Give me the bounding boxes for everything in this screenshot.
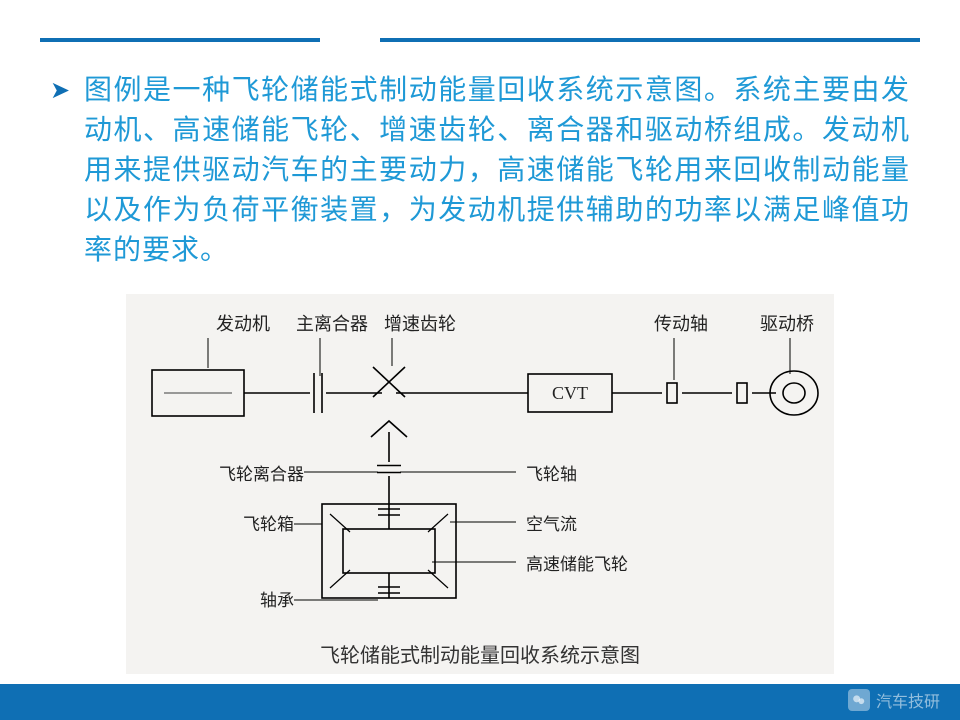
- svg-text:主离合器: 主离合器: [296, 314, 368, 334]
- header-rule-left: [40, 38, 320, 42]
- svg-text:传动轴: 传动轴: [654, 314, 708, 334]
- schematic-diagram: CVT 发动机 主离合器增速齿轮 传动轴 驱动桥飞轮离合器飞轮箱轴承 飞轮轴空气流高速储能…: [126, 294, 834, 634]
- header-rule: [0, 38, 960, 42]
- footer-bar: [0, 684, 960, 720]
- wechat-icon: [848, 689, 870, 711]
- svg-text:飞轮轴: 飞轮轴: [526, 465, 577, 484]
- svg-text:高速储能飞轮: 高速储能飞轮: [526, 555, 628, 574]
- svg-text:飞轮箱: 飞轮箱: [243, 515, 294, 534]
- svg-text:驱动桥: 驱动桥: [760, 314, 814, 334]
- description-paragraph: 图例是一种飞轮储能式制动能量回收系统示意图。系统主要由发动机、高速储能飞轮、增速…: [50, 70, 910, 270]
- svg-text:空气流: 空气流: [526, 515, 577, 534]
- bullet-icon: ➤: [50, 76, 70, 105]
- header-rule-right: [380, 38, 920, 42]
- watermark: 汽车技研: [848, 688, 940, 712]
- svg-text:CVT: CVT: [552, 383, 588, 403]
- diagram-container: CVT 发动机 主离合器增速齿轮 传动轴 驱动桥飞轮离合器飞轮箱轴承 飞轮轴空气流高速储能…: [126, 294, 834, 674]
- main-content: ➤ 图例是一种飞轮储能式制动能量回收系统示意图。系统主要由发动机、高速储能飞轮、…: [50, 70, 910, 270]
- svg-text:飞轮离合器: 飞轮离合器: [219, 465, 304, 484]
- watermark-text: 汽车技研: [876, 688, 940, 712]
- svg-text:轴承: 轴承: [260, 591, 294, 610]
- diagram-caption: 飞轮储能式制动能量回收系统示意图: [126, 639, 834, 668]
- svg-text:发动机: 发动机: [216, 314, 270, 334]
- svg-text:增速齿轮: 增速齿轮: [384, 314, 456, 334]
